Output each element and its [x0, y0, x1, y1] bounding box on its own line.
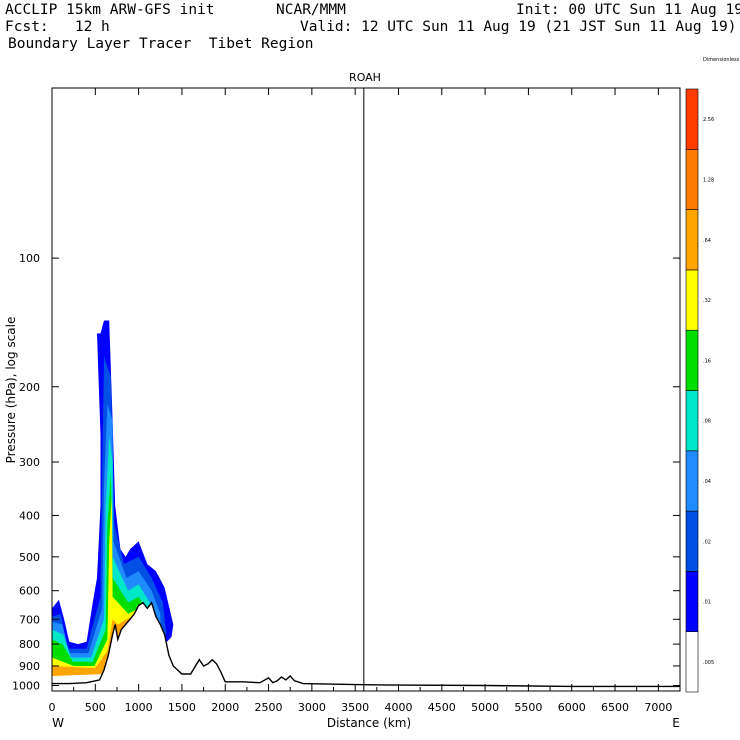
- y-tick-label: 700: [19, 613, 40, 626]
- colorbar-label: .04: [703, 479, 711, 485]
- colorbar-swatch: [685, 631, 699, 693]
- colorbar: .005 .01 .02 .04 .08 .16 .32 .64 1.28 2.56 Dimensi…: [685, 57, 740, 693]
- plot-frame: [51, 87, 681, 692]
- x-tick-label: 7000: [644, 701, 672, 714]
- x-tick-label: 2000: [211, 701, 239, 714]
- x-tick-label: 4000: [384, 701, 412, 714]
- model-label: ACCLIP 15km ARW-GFS init: [5, 2, 215, 18]
- colorbar-swatch: [685, 510, 699, 572]
- colorbar-label: 2.56: [703, 117, 714, 123]
- x-tick-label: 2500: [255, 701, 283, 714]
- colorbar-swatch: [685, 269, 699, 331]
- x-axis-left-end: W: [52, 716, 64, 730]
- colorbar-label: .01: [703, 600, 711, 606]
- x-tick-label: 500: [85, 701, 106, 714]
- y-tick-label: 200: [19, 381, 40, 394]
- colorbar-label: Dimensionless: [703, 57, 740, 63]
- colorbar-swatch: [685, 390, 699, 452]
- colorbar-swatch: [685, 450, 699, 512]
- x-tick-label: 5000: [471, 701, 499, 714]
- x-tick-label: 5500: [514, 701, 542, 714]
- y-tick-label: 1000: [12, 680, 40, 693]
- x-tick-label: 1500: [168, 701, 196, 714]
- x-axis: 0 500 1000 1500 2000 2500 3000 3500 4000 4500 5000…: [49, 88, 672, 714]
- colorbar-label: .32: [703, 298, 711, 304]
- x-tick-label: 4500: [428, 701, 456, 714]
- y-tick-label: 400: [19, 509, 40, 522]
- org-label: NCAR/MMM: [276, 2, 346, 18]
- colorbar-label: .02: [703, 539, 711, 545]
- colorbar-label: .64: [703, 238, 711, 244]
- y-tick-label: 300: [19, 456, 40, 469]
- colorbar-swatch: [685, 329, 699, 391]
- colorbar-swatch: [685, 209, 699, 271]
- y-tick-label: 800: [19, 638, 40, 651]
- terrain-mask: [52, 602, 680, 691]
- colorbar-swatch: [685, 149, 699, 210]
- x-axis-right-end: E: [672, 716, 680, 730]
- chart-title: ROAH: [349, 71, 381, 84]
- colorbar-label: .16: [703, 358, 711, 364]
- product-title: Boundary Layer Tracer Tibet Region: [8, 36, 314, 52]
- y-tick-label: 600: [19, 585, 40, 598]
- y-axis: 100 200 300 400 500 600 700 800 900 1000: [12, 252, 680, 693]
- terrain-layer: [52, 601, 680, 691]
- y-tick-label: 900: [19, 660, 40, 673]
- x-tick-label: 6000: [558, 701, 586, 714]
- x-tick-label: 6500: [601, 701, 629, 714]
- colorbar-swatch: [685, 571, 699, 633]
- x-tick-label: 3000: [298, 701, 326, 714]
- y-axis-label: Pressure (hPa), log scale: [4, 317, 18, 464]
- colorbar-label: .005: [703, 660, 714, 666]
- y-tick-label: 100: [19, 252, 40, 265]
- x-axis-label: Distance (km): [327, 716, 411, 730]
- x-tick-label: 1000: [125, 701, 153, 714]
- valid-time: Valid: 12 UTC Sun 11 Aug 19 (21 JST Sun …: [300, 19, 737, 35]
- y-tick-label: 500: [19, 551, 40, 564]
- x-tick-label: 3500: [341, 701, 369, 714]
- colorbar-swatch: [685, 88, 699, 150]
- init-time: Init: 00 UTC Sun 11 Aug 19: [516, 2, 740, 18]
- colorbar-label: 1.28: [703, 177, 714, 183]
- terrain-line: [52, 601, 680, 688]
- forecast-hour: Fcst: 12 h: [5, 19, 110, 35]
- x-tick-label: 0: [49, 701, 56, 714]
- colorbar-label: .08: [703, 419, 711, 425]
